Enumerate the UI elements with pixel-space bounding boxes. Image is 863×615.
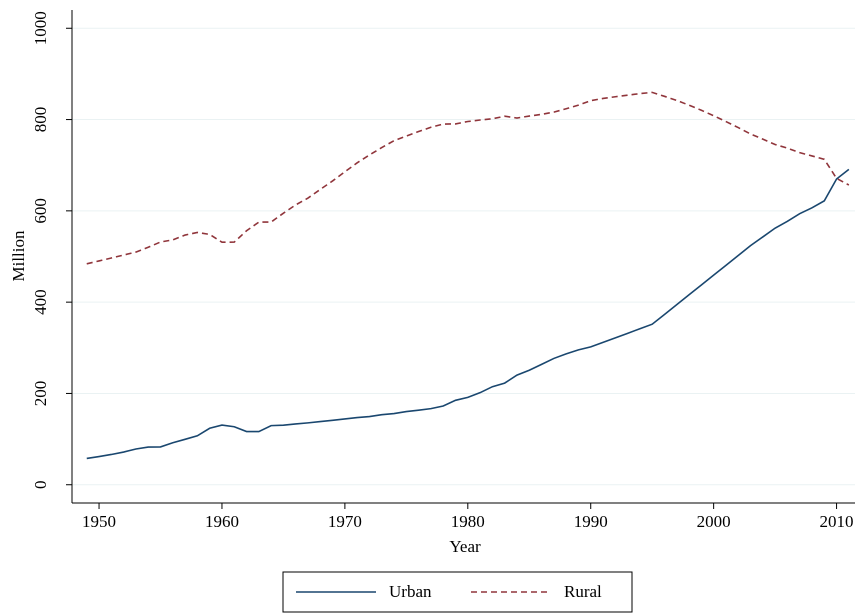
y-axis-label: Million [9, 230, 28, 282]
series-line [86, 91, 850, 265]
x-tick-label: 1980 [451, 512, 485, 531]
x-tick-label: 1950 [82, 512, 116, 531]
x-tick-label: 1990 [574, 512, 608, 531]
y-tick-label: 0 [31, 480, 50, 489]
legend-label: Urban [389, 582, 432, 601]
y-tick-label: 200 [31, 381, 50, 407]
x-tick-label: 2000 [697, 512, 731, 531]
x-axis-label: Year [449, 537, 481, 556]
legend-label: Rural [564, 582, 602, 601]
y-tick-label: 1000 [31, 11, 50, 45]
x-tick-label: 1960 [205, 512, 239, 531]
x-tick-label: 1970 [328, 512, 362, 531]
y-tick-label: 400 [31, 289, 50, 315]
x-tick-label: 2010 [820, 512, 854, 531]
series-line [86, 168, 850, 460]
y-tick-label: 600 [31, 198, 50, 224]
y-tick-label: 800 [31, 107, 50, 133]
